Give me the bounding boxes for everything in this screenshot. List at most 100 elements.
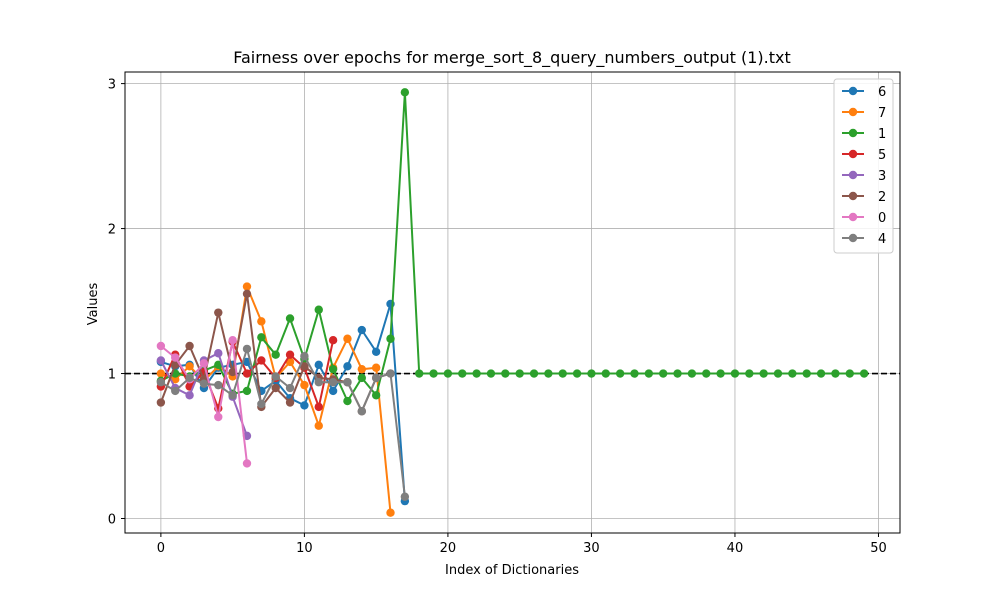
data-point bbox=[745, 369, 754, 378]
x-tick-label: 20 bbox=[440, 541, 457, 556]
legend-label: 7 bbox=[878, 106, 886, 121]
data-point bbox=[271, 350, 280, 359]
x-axis-label: Index of Dictionaries bbox=[445, 563, 579, 578]
data-point bbox=[343, 362, 352, 371]
data-point bbox=[328, 386, 338, 396]
data-point bbox=[314, 421, 323, 430]
x-tick-label: 30 bbox=[583, 541, 600, 556]
legend-label: 0 bbox=[878, 211, 886, 226]
legend-item: 5 bbox=[842, 148, 886, 163]
data-point bbox=[386, 369, 395, 378]
data-point bbox=[343, 378, 352, 387]
data-point bbox=[673, 369, 682, 378]
data-point bbox=[371, 373, 381, 383]
data-point bbox=[300, 351, 309, 361]
legend-marker bbox=[848, 233, 858, 243]
data-point bbox=[558, 369, 567, 378]
data-point bbox=[802, 369, 811, 378]
data-point bbox=[429, 369, 438, 378]
legend-item: 2 bbox=[842, 190, 886, 205]
data-point bbox=[285, 383, 295, 393]
data-point bbox=[185, 341, 194, 351]
x-tick-label: 0 bbox=[157, 541, 165, 556]
data-point bbox=[357, 325, 367, 335]
legend-marker bbox=[848, 149, 858, 159]
data-point bbox=[214, 349, 223, 358]
data-point bbox=[759, 369, 768, 378]
y-tick-label: 3 bbox=[108, 78, 116, 93]
data-point bbox=[242, 369, 252, 378]
legend-item: 3 bbox=[842, 169, 886, 184]
plot-frame bbox=[124, 71, 901, 534]
series-layer bbox=[156, 88, 869, 517]
data-point bbox=[242, 386, 252, 396]
data-point bbox=[859, 369, 869, 378]
data-point bbox=[845, 369, 854, 378]
data-point bbox=[515, 369, 524, 378]
data-point bbox=[529, 369, 539, 378]
data-point bbox=[357, 364, 367, 374]
data-point bbox=[386, 334, 395, 343]
data-point bbox=[257, 333, 266, 342]
data-point bbox=[371, 391, 381, 400]
data-point bbox=[171, 360, 180, 370]
legend: 6 7 1 5 3 2 0 4 bbox=[833, 78, 894, 254]
data-point bbox=[156, 398, 166, 407]
data-point bbox=[371, 363, 381, 372]
data-point bbox=[702, 369, 711, 378]
series-4 bbox=[156, 344, 410, 501]
data-point bbox=[314, 305, 323, 314]
data-point bbox=[400, 88, 410, 97]
data-point bbox=[458, 369, 467, 378]
data-point bbox=[788, 369, 797, 378]
data-point bbox=[257, 399, 266, 409]
data-point bbox=[199, 379, 209, 388]
data-point bbox=[572, 369, 582, 378]
legend-label: 3 bbox=[878, 169, 886, 184]
data-point bbox=[271, 383, 280, 393]
legend-marker bbox=[848, 191, 858, 201]
data-point bbox=[371, 347, 381, 356]
data-point bbox=[171, 386, 180, 396]
data-point bbox=[228, 391, 237, 400]
data-point bbox=[773, 369, 783, 378]
x-tick-label: 40 bbox=[727, 541, 744, 556]
data-point bbox=[615, 369, 625, 378]
data-point bbox=[501, 369, 510, 378]
data-point bbox=[716, 369, 725, 378]
legend-box bbox=[833, 78, 894, 254]
data-point bbox=[214, 308, 223, 317]
data-point bbox=[300, 380, 309, 390]
data-point bbox=[242, 344, 252, 354]
x-tick-label: 10 bbox=[296, 541, 313, 556]
data-point bbox=[228, 335, 237, 345]
legend-marker bbox=[848, 128, 858, 138]
data-point bbox=[185, 362, 194, 371]
legend-marker bbox=[848, 86, 858, 96]
legend-item: 4 bbox=[842, 232, 886, 247]
data-point bbox=[357, 407, 367, 416]
data-point bbox=[343, 396, 352, 406]
data-point bbox=[472, 369, 481, 378]
data-point bbox=[156, 341, 166, 351]
data-point bbox=[285, 350, 295, 359]
data-point bbox=[214, 412, 223, 422]
data-point bbox=[257, 356, 266, 365]
legend-marker bbox=[848, 107, 858, 117]
data-point bbox=[328, 364, 338, 374]
data-point bbox=[199, 359, 209, 368]
data-point bbox=[587, 369, 596, 378]
data-point bbox=[486, 369, 496, 378]
data-point bbox=[271, 372, 280, 381]
data-point bbox=[242, 459, 252, 468]
legend-marker bbox=[848, 170, 858, 180]
data-point bbox=[314, 402, 323, 412]
data-point bbox=[314, 378, 323, 387]
data-point bbox=[171, 375, 180, 384]
data-point bbox=[314, 360, 323, 370]
data-point bbox=[601, 369, 610, 378]
legend-label: 4 bbox=[878, 232, 886, 247]
legend-label: 5 bbox=[878, 148, 886, 163]
